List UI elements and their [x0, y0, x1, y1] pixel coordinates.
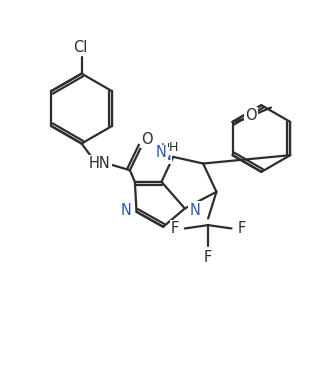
Text: O: O: [245, 108, 257, 123]
Text: N: N: [189, 203, 200, 218]
Text: F: F: [204, 250, 212, 265]
Text: Cl: Cl: [73, 40, 87, 55]
Text: HN: HN: [89, 156, 111, 171]
Text: F: F: [237, 221, 245, 236]
Text: N: N: [121, 203, 132, 218]
Text: H: H: [161, 142, 170, 155]
Text: N: N: [156, 145, 167, 160]
Text: H: H: [169, 141, 178, 154]
Text: O: O: [141, 132, 152, 147]
Text: N: N: [161, 148, 171, 163]
Text: F: F: [171, 221, 179, 236]
